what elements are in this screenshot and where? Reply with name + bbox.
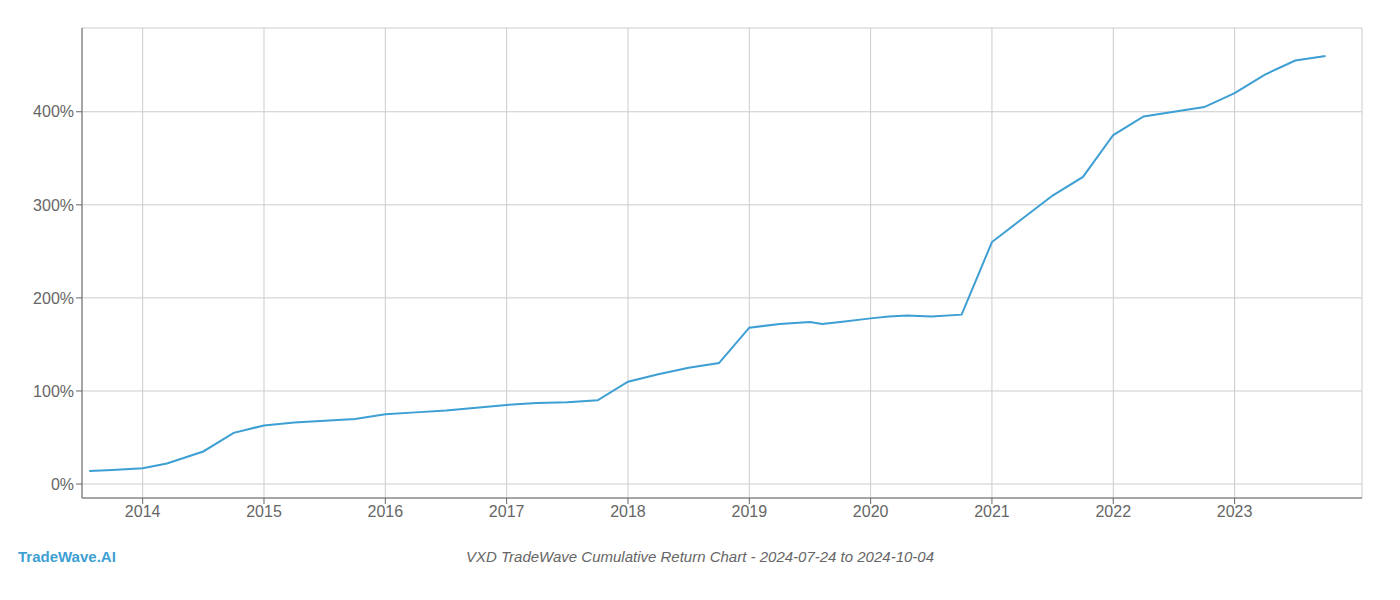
- svg-text:2019: 2019: [732, 503, 768, 520]
- svg-text:100%: 100%: [33, 383, 74, 400]
- html-text:TradeWave.AI: TradeWave.AI: [18, 548, 116, 565]
- svg-text:400%: 400%: [33, 103, 74, 120]
- svg-text:0%: 0%: [51, 476, 74, 493]
- svg-text:300%: 300%: [33, 197, 74, 214]
- svg-text:2021: 2021: [974, 503, 1010, 520]
- svg-text:2017: 2017: [489, 503, 525, 520]
- svg-text:2023: 2023: [1217, 503, 1253, 520]
- svg-text:2022: 2022: [1095, 503, 1131, 520]
- svg-text:2015: 2015: [246, 503, 282, 520]
- svg-text:200%: 200%: [33, 290, 74, 307]
- html-text:VXD TradeWave Cumulative Retur: VXD TradeWave Cumulative Return Chart - …: [466, 548, 934, 565]
- svg-text:2020: 2020: [853, 503, 889, 520]
- svg-text:2018: 2018: [610, 503, 646, 520]
- svg-text:2014: 2014: [125, 503, 161, 520]
- svg-text:2016: 2016: [368, 503, 404, 520]
